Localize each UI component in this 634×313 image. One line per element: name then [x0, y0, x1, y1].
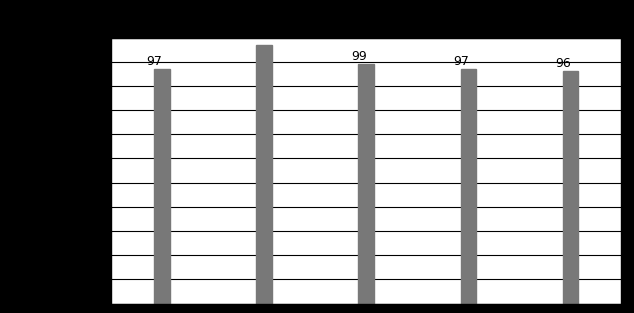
- Text: 96: 96: [555, 57, 571, 70]
- Bar: [562, 71, 578, 304]
- Bar: [358, 64, 374, 304]
- Bar: [154, 69, 170, 304]
- Text: 97: 97: [146, 55, 162, 68]
- Text: 97: 97: [453, 55, 469, 68]
- Bar: [256, 45, 272, 304]
- Text: 99: 99: [351, 50, 366, 63]
- Bar: [460, 69, 476, 304]
